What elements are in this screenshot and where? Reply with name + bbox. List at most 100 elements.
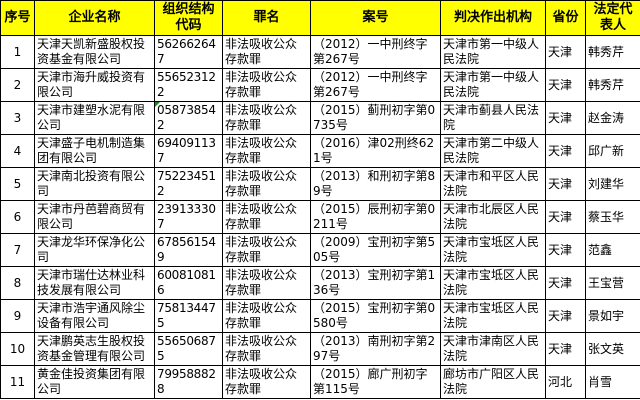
- cell-org-code[interactable]: 600810816: [154, 266, 223, 300]
- cell-legal-rep[interactable]: 景如宇: [585, 299, 640, 333]
- cell-index[interactable]: 3: [0, 101, 35, 135]
- cell-org-code[interactable]: 799588828: [154, 365, 223, 399]
- cell-index[interactable]: 11: [0, 365, 35, 399]
- cell-case-number[interactable]: （2015）蓟刑初字第0735号: [310, 101, 441, 135]
- header-col-case-number[interactable]: 案号: [310, 0, 441, 36]
- cell-index[interactable]: 4: [0, 134, 35, 168]
- error-indicator-icon[interactable]: [155, 102, 160, 107]
- cell-company-name[interactable]: 天津市海升威投资有限公司: [34, 68, 155, 102]
- cell-charge[interactable]: 非法吸收公众存款罪: [222, 134, 311, 168]
- cell-legal-rep[interactable]: 范鑫: [585, 233, 640, 267]
- cell-index[interactable]: 10: [0, 332, 35, 366]
- cell-case-number[interactable]: （2012）一中刑终字第267号: [310, 35, 441, 69]
- cell-court[interactable]: 天津市第一中级人民法院: [440, 68, 546, 102]
- cell-company-name[interactable]: 天津市瑞仕达林业科技发展有限公司: [34, 266, 155, 300]
- cell-company-name[interactable]: 黄金佳投资集团有限公司: [34, 365, 155, 399]
- cell-court[interactable]: 天津市宝坻区人民法院: [440, 266, 546, 300]
- cell-org-code[interactable]: 562662647: [154, 35, 223, 69]
- cell-court[interactable]: 天津市和平区人民法院: [440, 167, 546, 201]
- cell-legal-rep[interactable]: 刘建华: [585, 167, 640, 201]
- cell-charge[interactable]: 非法吸收公众存款罪: [222, 101, 311, 135]
- cell-legal-rep[interactable]: 赵金涛: [585, 101, 640, 135]
- cell-legal-rep[interactable]: 张文英: [585, 332, 640, 366]
- cell-court[interactable]: 天津市第二中级人民法院: [440, 134, 546, 168]
- cell-index[interactable]: 2: [0, 68, 35, 102]
- cell-court[interactable]: 天津市津南区人民法院: [440, 332, 546, 366]
- cell-province[interactable]: 天津: [545, 68, 586, 102]
- cell-company-name[interactable]: 天津市建塑水泥有限公司: [34, 101, 155, 135]
- cell-charge[interactable]: 非法吸收公众存款罪: [222, 233, 311, 267]
- cell-company-name[interactable]: 天津龙华环保净化公司: [34, 233, 155, 267]
- cell-case-number[interactable]: （2009）宝刑初字第505号: [310, 233, 441, 267]
- cell-court[interactable]: 天津市宝坻区人民法院: [440, 299, 546, 333]
- cell-charge[interactable]: 非法吸收公众存款罪: [222, 68, 311, 102]
- cell-province[interactable]: 天津: [545, 332, 586, 366]
- cell-province[interactable]: 天津: [545, 35, 586, 69]
- cell-company-name[interactable]: 天津南北投资有限公司: [34, 167, 155, 201]
- cell-case-number[interactable]: （2016）津02刑终621号: [310, 134, 441, 168]
- cell-court[interactable]: 天津市北辰区人民法院: [440, 200, 546, 234]
- table-row: 10 天津鹏英志生股权投资基金管理有限公司 556506875 非法吸收公众存款罪 （2…: [0, 332, 640, 366]
- cell-province[interactable]: 河北: [545, 365, 586, 399]
- cell-index[interactable]: 6: [0, 200, 35, 234]
- cell-legal-rep[interactable]: 韩秀芹: [585, 35, 640, 69]
- cell-charge[interactable]: 非法吸收公众存款罪: [222, 200, 311, 234]
- cell-case-number[interactable]: （2013）宝刑初字第136号: [310, 266, 441, 300]
- cell-province[interactable]: 天津: [545, 299, 586, 333]
- cell-org-code[interactable]: 058738542: [154, 101, 223, 135]
- header-col-legal-rep[interactable]: 法定代表人: [585, 0, 640, 36]
- cell-index[interactable]: 1: [0, 35, 35, 69]
- cell-org-code[interactable]: 239133307: [154, 200, 223, 234]
- cell-company-name[interactable]: 天津天凯新盛股权投资基金有限公司: [34, 35, 155, 69]
- cell-case-number[interactable]: （2012）一中刑终字第267号: [310, 68, 441, 102]
- cell-org-code[interactable]: 678561549: [154, 233, 223, 267]
- cell-court[interactable]: 廊坊市广阳区人民法院: [440, 365, 546, 399]
- cell-index[interactable]: 5: [0, 167, 35, 201]
- cell-province[interactable]: 天津: [545, 101, 586, 135]
- cell-province[interactable]: 天津: [545, 200, 586, 234]
- cell-province[interactable]: 天津: [545, 266, 586, 300]
- header-col-charge[interactable]: 罪名: [222, 0, 311, 36]
- cell-org-code[interactable]: 752234512: [154, 167, 223, 201]
- cell-legal-rep[interactable]: 蔡玉华: [585, 200, 640, 234]
- cell-charge[interactable]: 非法吸收公众存款罪: [222, 266, 311, 300]
- cell-company-name[interactable]: 天津盛子电机制造集团有限公司: [34, 134, 155, 168]
- cell-province[interactable]: 天津: [545, 233, 586, 267]
- cell-company-name[interactable]: 天津市浩宇通风除尘设备有限公司: [34, 299, 155, 333]
- cell-province[interactable]: 天津: [545, 167, 586, 201]
- header-col-province[interactable]: 省份: [545, 0, 586, 36]
- cell-org-code[interactable]: 758134475: [154, 299, 223, 333]
- table-row: 11 黄金佳投资集团有限公司 799588828 非法吸收公众存款罪 （2015）廊广刑…: [0, 365, 640, 399]
- cell-charge[interactable]: 非法吸收公众存款罪: [222, 35, 311, 69]
- table-row: 6 天津市丹芭碧商贸有限公司 239133307 非法吸收公众存款罪 （2015）辰刑初…: [0, 200, 640, 234]
- cell-case-number[interactable]: （2015）宝刑初字第0580号: [310, 299, 441, 333]
- cell-legal-rep[interactable]: 肖雪: [585, 365, 640, 399]
- cell-legal-rep[interactable]: 王宝营: [585, 266, 640, 300]
- cell-court[interactable]: 天津市宝坻区人民法院: [440, 233, 546, 267]
- cell-legal-rep[interactable]: 韩秀芹: [585, 68, 640, 102]
- header-col-org-code[interactable]: 组织结构代码: [154, 0, 223, 36]
- cell-charge[interactable]: 非法吸收公众存款罪: [222, 167, 311, 201]
- cell-org-code[interactable]: 556506875: [154, 332, 223, 366]
- cell-index[interactable]: 9: [0, 299, 35, 333]
- cell-charge[interactable]: 非法吸收公众存款罪: [222, 299, 311, 333]
- cell-charge[interactable]: 非法吸收公众存款罪: [222, 365, 311, 399]
- header-col-court[interactable]: 判决作出机构: [440, 0, 546, 36]
- cell-court[interactable]: 天津市第一中级人民法院: [440, 35, 546, 69]
- cell-company-name[interactable]: 天津市丹芭碧商贸有限公司: [34, 200, 155, 234]
- cell-case-number[interactable]: （2015）廊广刑初字第115号: [310, 365, 441, 399]
- cell-case-number[interactable]: （2013）和刑初字第89号: [310, 167, 441, 201]
- cell-index[interactable]: 8: [0, 266, 35, 300]
- cell-court[interactable]: 天津市蓟县人民法院: [440, 101, 546, 135]
- cell-company-name[interactable]: 天津鹏英志生股权投资基金管理有限公司: [34, 332, 155, 366]
- cell-case-number[interactable]: （2013）南刑初字第297号: [310, 332, 441, 366]
- cell-org-code[interactable]: 694091137: [154, 134, 223, 168]
- cell-index[interactable]: 7: [0, 233, 35, 267]
- cell-org-code[interactable]: 556523122: [154, 68, 223, 102]
- cell-charge[interactable]: 非法吸收公众存款罪: [222, 332, 311, 366]
- header-col-company-name[interactable]: 企业名称: [34, 0, 155, 36]
- cell-legal-rep[interactable]: 邱广新: [585, 134, 640, 168]
- header-col-index[interactable]: 序号: [0, 0, 35, 36]
- cell-case-number[interactable]: （2015）辰刑初字第0211号: [310, 200, 441, 234]
- cell-province[interactable]: 天津: [545, 134, 586, 168]
